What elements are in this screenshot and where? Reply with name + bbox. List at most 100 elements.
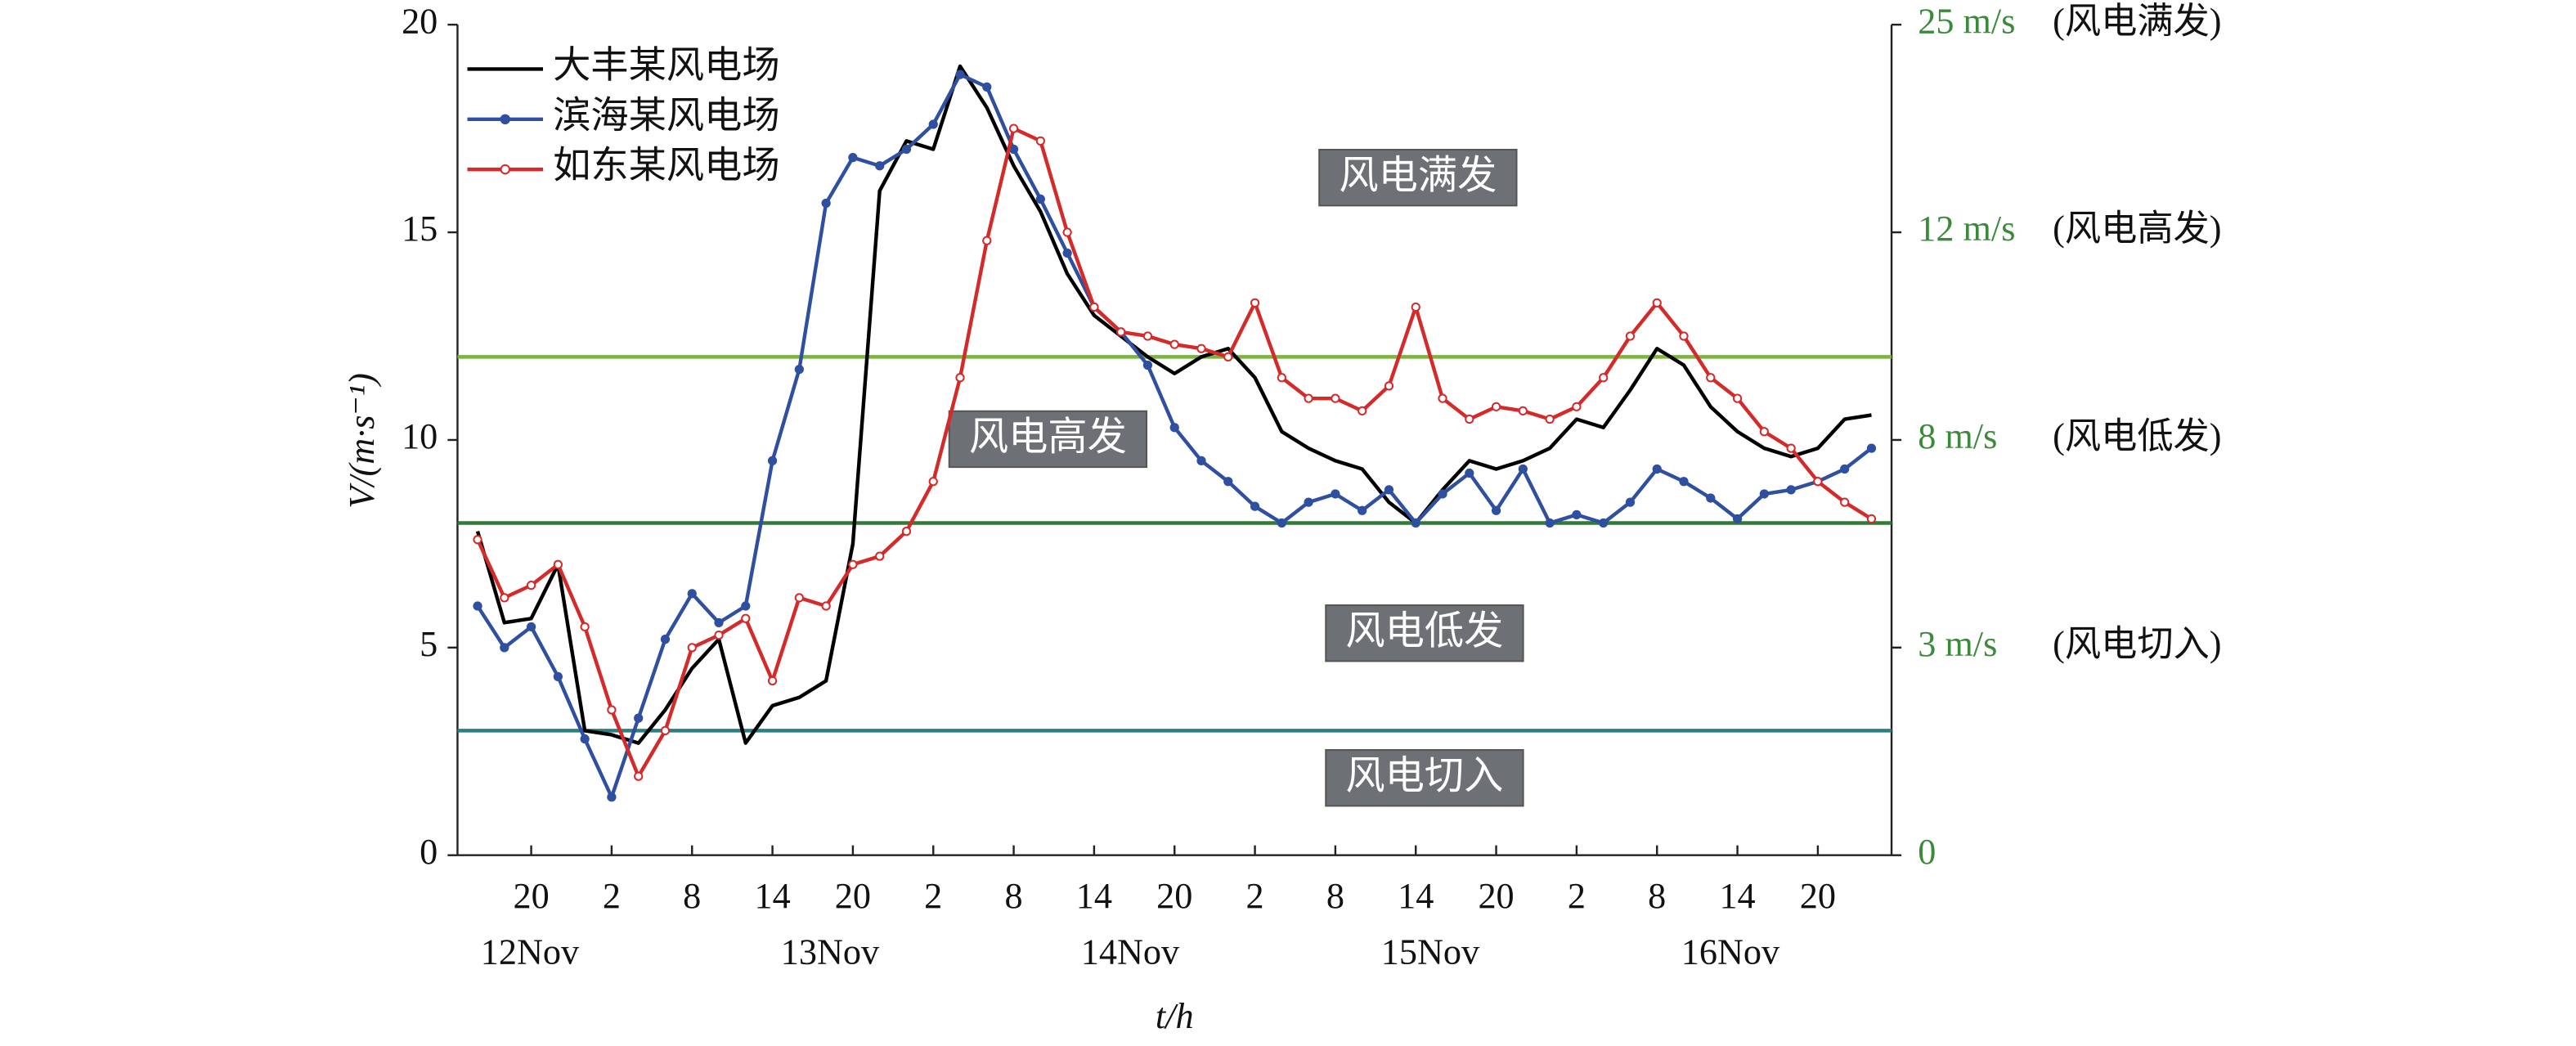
series-marker: [767, 456, 778, 465]
series-marker: [1866, 514, 1877, 524]
zone-label: 风电切入: [1325, 749, 1524, 807]
series-marker: [1679, 331, 1689, 341]
series-marker: [1572, 510, 1582, 519]
series-marker: [955, 70, 965, 79]
series-marker: [1599, 518, 1609, 528]
series-line: [475, 64, 1872, 745]
x-tick-label: 14: [1398, 876, 1434, 916]
date-label: 12Nov: [481, 932, 580, 972]
series-marker: [1035, 194, 1045, 204]
series-marker: [1089, 302, 1099, 312]
zone-label: 风电低发: [1325, 604, 1524, 662]
series-marker: [982, 82, 992, 92]
series-marker: [607, 792, 617, 802]
series-marker: [1250, 298, 1260, 308]
series-marker: [875, 551, 885, 561]
series-marker: [580, 622, 590, 632]
zone-box: [1318, 148, 1518, 207]
series-marker: [1277, 373, 1286, 383]
series-marker: [660, 725, 671, 736]
series-marker: [1116, 327, 1126, 337]
series-marker: [1866, 443, 1877, 453]
series-marker: [714, 617, 724, 627]
x-axis-label: t/h: [1156, 996, 1194, 1036]
series-marker: [1384, 485, 1394, 495]
series-marker: [687, 643, 697, 653]
x-tick-label: 14: [1076, 876, 1112, 916]
series-marker: [848, 153, 858, 163]
series-marker: [821, 601, 831, 611]
series-marker: [1679, 477, 1689, 487]
y2-tick-label: 8 m/s: [1918, 416, 1997, 456]
series-marker: [928, 477, 938, 487]
series-marker: [1438, 393, 1447, 403]
legend-label: 如东某风电场: [553, 146, 780, 187]
series-marker: [1518, 464, 1528, 474]
series-marker: [1250, 501, 1260, 511]
date-label: 15Nov: [1381, 932, 1480, 972]
zone-box: [1325, 749, 1524, 807]
series-marker: [875, 161, 885, 171]
y-tick-label: 0: [420, 832, 438, 872]
series-marker: [553, 671, 563, 682]
series-marker: [928, 119, 938, 129]
series-marker: [1277, 518, 1286, 528]
series-marker: [1625, 331, 1636, 341]
series-marker: [500, 643, 509, 653]
series-marker: [1706, 373, 1716, 383]
series-marker: [1196, 343, 1206, 353]
series-marker: [1223, 477, 1233, 487]
series-marker: [1652, 298, 1662, 308]
series-marker: [1331, 393, 1340, 403]
series-marker: [741, 601, 751, 611]
series-marker: [580, 734, 590, 744]
series-marker: [1491, 402, 1501, 411]
y2-note: (风电满发): [2053, 1, 2221, 41]
series-marker: [1813, 477, 1823, 487]
x-tick-label: 14: [1719, 876, 1755, 916]
series-marker: [955, 373, 965, 383]
zone-text: 风电低发: [1345, 609, 1503, 653]
legend-label: 大丰某风电场: [553, 45, 780, 87]
y-tick-label: 15: [402, 209, 438, 249]
y-tick-label: 10: [402, 416, 438, 456]
series-marker: [1142, 331, 1153, 341]
y2-tick-label: 0: [1918, 832, 1936, 872]
series-marker: [794, 593, 804, 603]
zone-box: [948, 410, 1148, 469]
x-tick-label: 2: [1246, 876, 1264, 916]
series-marker: [500, 593, 509, 603]
zone-box: [1325, 604, 1524, 662]
x-tick-label: 2: [603, 876, 621, 916]
y-tick-label: 5: [420, 624, 438, 664]
series-marker: [901, 144, 912, 155]
series-marker: [1304, 497, 1313, 507]
series-marker: [634, 771, 644, 781]
x-tick-label: 20: [513, 876, 549, 916]
series-marker: [1840, 497, 1850, 507]
series-marker: [1196, 456, 1206, 465]
series-marker: [1331, 489, 1340, 499]
series-marker: [794, 364, 804, 375]
series-marker: [473, 535, 482, 545]
series-marker: [1358, 406, 1367, 416]
series-marker: [1572, 402, 1582, 411]
y-axis-label: V/(m·s⁻¹): [342, 373, 382, 509]
legend-label: 滨海某风电场: [553, 95, 780, 137]
series-marker: [1008, 123, 1019, 133]
series-marker: [1759, 427, 1769, 437]
zone-label: 风电满发: [1318, 148, 1518, 207]
series-marker: [634, 713, 644, 723]
series-marker: [1465, 414, 1474, 424]
series-marker: [848, 559, 858, 569]
series-marker: [1491, 505, 1501, 515]
series-marker: [1625, 497, 1636, 507]
series-marker: [1062, 227, 1072, 237]
series-marker: [821, 198, 831, 209]
series-marker: [1223, 352, 1233, 362]
x-tick-label: 20: [1156, 876, 1192, 916]
x-tick-label: 8: [1005, 876, 1023, 916]
series-marker: [1786, 485, 1796, 495]
y2-note: (风电低发): [2053, 416, 2221, 456]
series-marker: [473, 601, 482, 611]
